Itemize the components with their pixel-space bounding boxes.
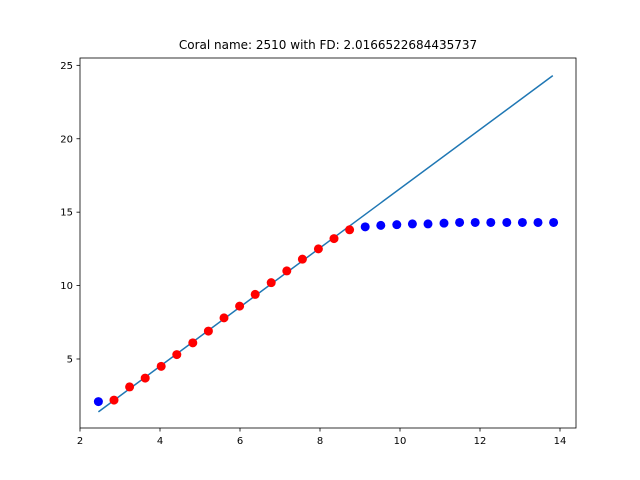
red-point-13 [313, 244, 323, 254]
blue-point-13 [549, 217, 559, 227]
blue-point-9 [486, 217, 496, 227]
y-tick-label-1: 10 [60, 281, 73, 292]
x-tick-label-1: 4 [157, 436, 163, 447]
blue-point-6 [439, 218, 449, 228]
red-point-10 [266, 278, 276, 288]
x-tick-label-0: 2 [77, 436, 83, 447]
plot-marks [93, 75, 559, 413]
red-point-12 [297, 254, 307, 264]
red-point-6 [203, 326, 213, 336]
blue-point-8 [470, 217, 480, 227]
x-tick-label-4: 10 [394, 436, 407, 447]
blue-point-5 [423, 219, 433, 229]
x-tick-label-5: 12 [474, 436, 487, 447]
blue-point-4 [407, 219, 417, 229]
red-point-1 [125, 382, 135, 392]
red-point-8 [235, 301, 245, 311]
red-point-15 [345, 225, 355, 235]
y-tick-label-3: 20 [60, 134, 73, 145]
red-point-7 [219, 313, 229, 323]
chart-title: Coral name: 2510 with FD: 2.016652268443… [179, 38, 477, 52]
axes-frame [79, 57, 577, 429]
red-point-11 [282, 266, 292, 276]
blue-point-12 [533, 217, 543, 227]
red-point-14 [329, 234, 339, 244]
blue-point-1 [360, 222, 370, 232]
blue-point-7 [455, 217, 465, 227]
blue-point-2 [376, 220, 386, 230]
blue-point-11 [517, 217, 527, 227]
red-point-2 [140, 373, 150, 383]
red-point-3 [156, 361, 166, 371]
plot-axes: 2 4 6 8 10 12 14 5 10 15 20 25 [60, 57, 577, 447]
red-point-9 [250, 289, 260, 299]
y-tick-label-4: 25 [60, 61, 73, 72]
blue-point-0 [93, 397, 103, 407]
red-point-0 [109, 395, 119, 405]
red-point-5 [188, 338, 198, 348]
x-tick-label-2: 6 [237, 436, 243, 447]
red-point-4 [172, 350, 182, 360]
x-tick-label-3: 8 [317, 436, 323, 447]
y-tick-label-0: 5 [67, 354, 73, 365]
blue-point-10 [502, 217, 512, 227]
x-tick-label-6: 14 [554, 436, 567, 447]
y-tick-label-2: 15 [60, 208, 73, 219]
blue-point-3 [392, 220, 402, 230]
